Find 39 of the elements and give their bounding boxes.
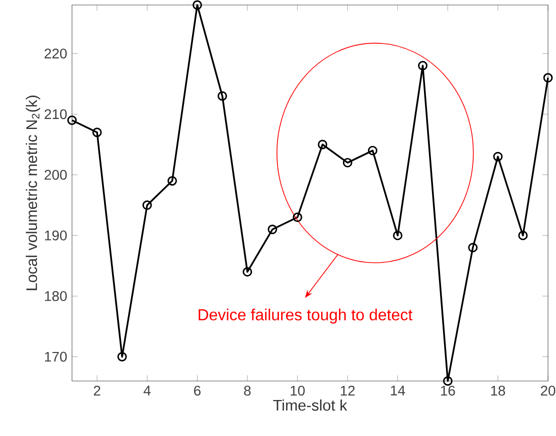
x-tick-label: 12 — [340, 386, 355, 396]
point — [493, 152, 503, 162]
point — [117, 352, 127, 362]
y-tick-label: 200 — [44, 170, 67, 180]
y-tick-label: 190 — [45, 230, 67, 240]
x-tick-label: 6 — [194, 386, 201, 396]
point — [468, 242, 478, 252]
annotation: Device failures tough to detect — [198, 308, 412, 324]
y-axis-title: Local volumetric metric N$_{2}$(k) — [26, 96, 40, 290]
x-axis-title: Time-slot k — [273, 399, 348, 411]
y-tick-label: 210 — [44, 109, 67, 120]
y-tick-label: 180 — [45, 291, 67, 302]
point — [67, 115, 77, 125]
point — [443, 376, 453, 386]
x-tick-label: 14 — [390, 386, 406, 396]
point — [192, 0, 202, 10]
x-tick-label: 8 — [244, 386, 251, 396]
point — [318, 140, 328, 150]
x-tick-label: 10 — [290, 386, 305, 396]
point — [518, 230, 528, 240]
point — [242, 267, 252, 277]
point — [268, 224, 278, 234]
point — [418, 60, 428, 70]
x-tick-label: 18 — [491, 386, 506, 396]
point — [292, 212, 302, 222]
point — [368, 146, 378, 156]
point — [543, 73, 553, 83]
point — [392, 230, 402, 240]
point — [92, 128, 102, 138]
point — [342, 158, 352, 168]
point — [142, 200, 152, 210]
x-tick-label: 16 — [441, 386, 455, 396]
x-tick-label: 4 — [144, 386, 151, 396]
point — [167, 176, 177, 186]
point — [218, 91, 228, 101]
x-tick-label: 2 — [94, 386, 100, 396]
y-tick-label: 220 — [44, 48, 67, 58]
x-tick-label: 20 — [540, 386, 556, 396]
y-tick-label: 170 — [45, 352, 67, 362]
